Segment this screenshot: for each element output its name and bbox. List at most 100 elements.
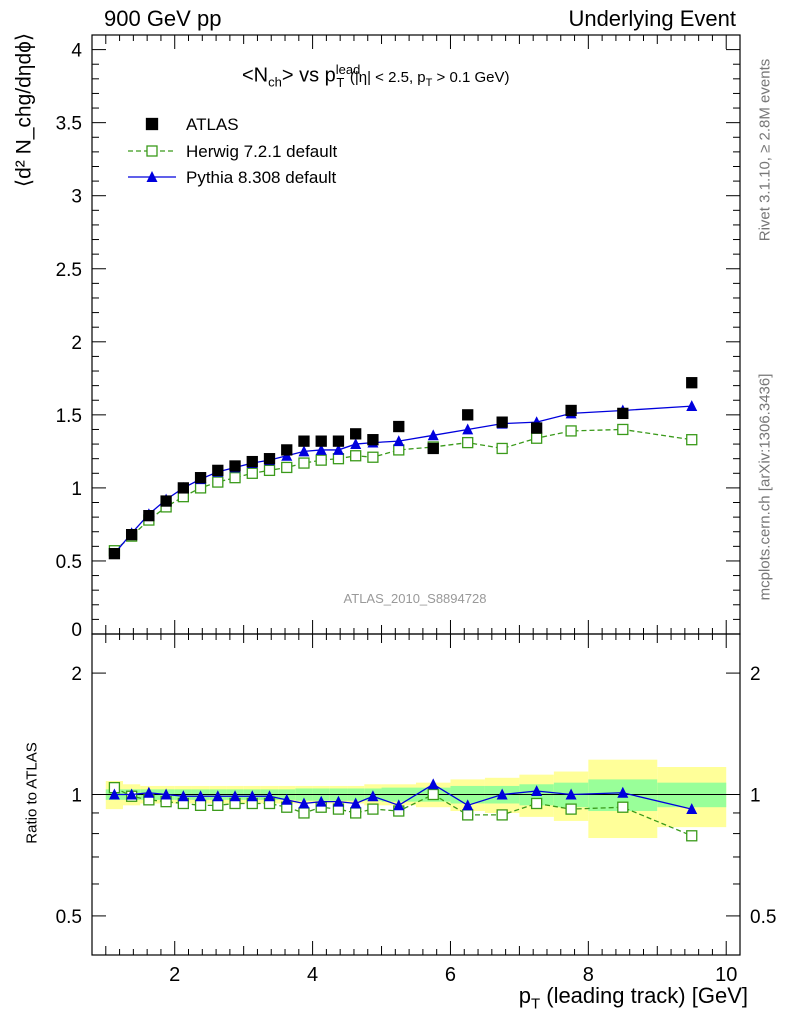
atlas-data-point	[160, 495, 172, 507]
x-tick-label: 2	[169, 964, 180, 986]
ratio-y-tick-label: 1	[71, 786, 82, 807]
herwig-main-marker	[393, 444, 405, 456]
herwig-ratio-marker	[350, 807, 362, 819]
title-cut-part: > 0.1 GeV)	[432, 68, 510, 86]
legend-herwig-marker	[146, 145, 158, 157]
herwig-ratio-marker	[427, 788, 439, 801]
ratio-y-tick-label-right: 0.5	[750, 907, 776, 928]
pythia-ratio-marker	[160, 788, 172, 800]
herwig-ratio-marker	[194, 799, 207, 811]
pythia-ratio-marker	[565, 788, 577, 800]
x-tick-label: 8	[583, 964, 594, 986]
x-label-sub: T	[530, 995, 541, 1013]
herwig-main-marker	[229, 472, 241, 484]
pythia-ratio-marker	[531, 785, 543, 796]
herwig-main-marker	[350, 450, 362, 462]
herwig-main-marker	[315, 454, 327, 466]
pythia-ratio-marker	[229, 790, 241, 802]
title-part: <N	[242, 64, 269, 87]
title-cut-sub: T	[425, 76, 433, 89]
pythia-main-marker	[686, 400, 698, 412]
pythia-ratio-marker	[350, 797, 362, 809]
legend-pythia-marker	[146, 171, 158, 182]
herwig-main-marker	[367, 451, 379, 463]
main-y-tick-label: 1	[71, 479, 82, 500]
atlas-data-point	[125, 529, 138, 541]
analysis-watermark: ATLAS_2010_S8894728	[343, 591, 487, 606]
pythia-ratio-marker	[264, 790, 276, 802]
ratio-y-tick-label: 2	[71, 664, 82, 685]
main-y-tick-label: 4	[71, 41, 82, 62]
atlas-data-point	[108, 547, 121, 560]
ratio-y-tick-label: 0.5	[56, 907, 82, 928]
main-y-tick-label: 0.5	[56, 552, 82, 573]
title-sub: T	[336, 74, 345, 90]
herwig-main-marker	[194, 482, 207, 494]
plot-title: <Nch> vs pleadT (|η| < 2.5, pT > 0.1 GeV…	[242, 62, 510, 90]
pythia-ratio-marker	[496, 788, 508, 800]
herwig-main-marker	[246, 467, 258, 479]
main-y-tick-label: 0	[71, 620, 82, 641]
atlas-data-point	[177, 482, 189, 494]
title-sub: ch	[268, 74, 282, 90]
atlas-data-point	[298, 435, 310, 447]
atlas-data-point	[194, 472, 207, 484]
atlas-data-point	[229, 460, 241, 472]
pythia-ratio-marker	[393, 799, 405, 811]
pythia-main-marker	[298, 445, 310, 457]
pythia-ratio-marker	[177, 790, 189, 802]
pythia-ratio-line	[114, 783, 692, 810]
pythia-ratio-marker	[332, 795, 344, 807]
pythia-ratio-marker	[246, 790, 258, 802]
pythia-ratio-marker	[126, 788, 138, 800]
x-tick-label: 10	[715, 964, 737, 986]
pythia-ratio-marker	[143, 786, 155, 798]
atlas-data-point	[617, 407, 629, 420]
header-left-label: 900 GeV pp	[104, 6, 222, 31]
x-axis-label: pT (leading track) [GeV]	[519, 983, 748, 1012]
herwig-main-marker	[686, 434, 698, 446]
main-y-tick-label: 2	[71, 333, 82, 354]
main-y-tick-label: 3.5	[56, 114, 82, 135]
title-sup: lead	[335, 62, 361, 77]
atlas-data-point	[246, 455, 258, 468]
herwig-main-marker	[298, 457, 310, 469]
main-y-tick-label: 1.5	[56, 406, 82, 427]
pythia-main-marker	[462, 423, 474, 435]
pythia-ratio-marker	[212, 790, 224, 802]
legend-herwig-label: Herwig 7.2.1 default	[186, 142, 337, 161]
atlas-data-point	[393, 420, 405, 433]
herwig-main-marker	[530, 432, 543, 444]
main-y-tick-label: 3	[71, 187, 82, 208]
pythia-ratio-marker	[281, 793, 293, 805]
pythia-ratio-marker	[108, 788, 120, 800]
atlas-data-point	[143, 510, 155, 522]
ratio-y-tick-label-right: 2	[750, 664, 761, 685]
title-part: > vs p	[281, 64, 336, 87]
atlas-data-point	[367, 434, 379, 446]
ratio-y-tick-label-right: 1	[750, 786, 761, 807]
pythia-main-marker	[427, 429, 439, 441]
herwig-ratio-marker	[565, 803, 577, 815]
atlas-data-point	[281, 444, 293, 456]
x-tick-label: 4	[307, 964, 318, 986]
herwig-main-marker	[617, 423, 629, 436]
atlas-data-point	[462, 409, 474, 421]
herwig-main-marker	[565, 425, 577, 437]
pythia-ratio-marker	[195, 790, 207, 802]
pythia-ratio-marker	[315, 795, 327, 807]
atlas-data-point	[332, 435, 345, 447]
title-cut-part: (|η| < 2.5, p	[349, 68, 426, 86]
legend-atlas-marker	[145, 117, 159, 131]
atlas-data-point	[496, 416, 508, 428]
atlas-data-point	[315, 435, 327, 447]
herwig-main-marker	[281, 461, 293, 474]
legend-atlas-label: ATLAS	[186, 115, 239, 134]
pythia-ratio-marker	[427, 778, 439, 790]
atlas-data-point	[530, 422, 543, 434]
herwig-ratio-marker	[530, 797, 543, 810]
herwig-main-marker	[212, 476, 224, 488]
herwig-main-marker	[462, 436, 474, 449]
x-label-main: p	[518, 983, 531, 1008]
